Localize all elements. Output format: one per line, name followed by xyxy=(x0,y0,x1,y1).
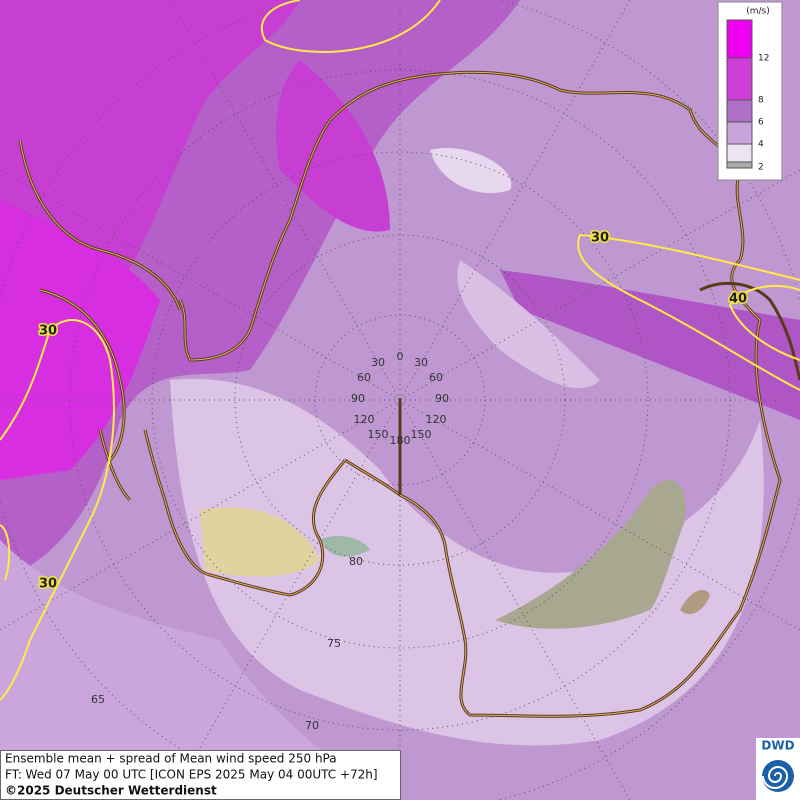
footer-title: Ensemble mean + spread of Mean wind spee… xyxy=(5,752,337,766)
footer-forecast-time: FT: Wed 07 May 00 UTC [ICON EPS 2025 May… xyxy=(5,768,378,782)
longitude-label: 150 xyxy=(368,428,389,441)
legend-swatch xyxy=(726,99,753,123)
logo-swirl xyxy=(762,766,789,789)
legend-swatch xyxy=(726,161,753,169)
longitude-label: 30 xyxy=(371,356,385,369)
longitude-label: 90 xyxy=(435,392,449,405)
latitude-label: 70 xyxy=(305,719,319,732)
legend-tick-label: 2 xyxy=(758,163,764,173)
legend-swatch xyxy=(726,19,753,59)
legend-tick-label: 6 xyxy=(758,118,764,128)
footer-box xyxy=(0,750,401,800)
legend-swatch xyxy=(726,57,753,101)
longitude-label: 0 xyxy=(397,350,404,363)
legend-tick-label: 8 xyxy=(758,96,764,106)
footer-copyright: ©2025 Deutscher Wetterdienst xyxy=(5,784,217,798)
latitude-label: 65 xyxy=(91,693,105,706)
longitude-label: 120 xyxy=(426,413,447,426)
legend-tick-label: 12 xyxy=(758,54,769,64)
contour-label: 30 xyxy=(39,324,57,339)
speed-contours xyxy=(0,0,800,701)
longitude-label: 90 xyxy=(351,392,365,405)
latitude-label: 80 xyxy=(349,555,363,568)
longitude-label: 180 xyxy=(390,434,411,447)
legend-tick-label: 4 xyxy=(758,140,764,150)
contour-label: 30 xyxy=(591,231,609,246)
longitude-label: 60 xyxy=(357,371,371,384)
contour-label: 30 xyxy=(39,577,57,592)
longitude-label: 60 xyxy=(429,371,443,384)
longitude-label: 120 xyxy=(354,413,375,426)
legend-swatch xyxy=(726,143,753,163)
logo-mark xyxy=(762,760,794,792)
legend-unit: (m/s) xyxy=(746,7,770,17)
legend-ticks: 12 8 6 4 2 xyxy=(758,54,769,173)
longitude-label: 150 xyxy=(411,428,432,441)
longitude-label: 30 xyxy=(414,356,428,369)
footer: Ensemble mean + spread of Mean wind spee… xyxy=(0,738,800,800)
legend-swatch xyxy=(726,121,753,145)
logo-text: DWD xyxy=(761,739,794,753)
contour-label: 40 xyxy=(729,292,747,307)
coastline xyxy=(18,70,800,718)
latitude-label: 75 xyxy=(327,637,341,650)
color-legend: (m/s) 12 8 6 4 2 xyxy=(717,1,783,181)
